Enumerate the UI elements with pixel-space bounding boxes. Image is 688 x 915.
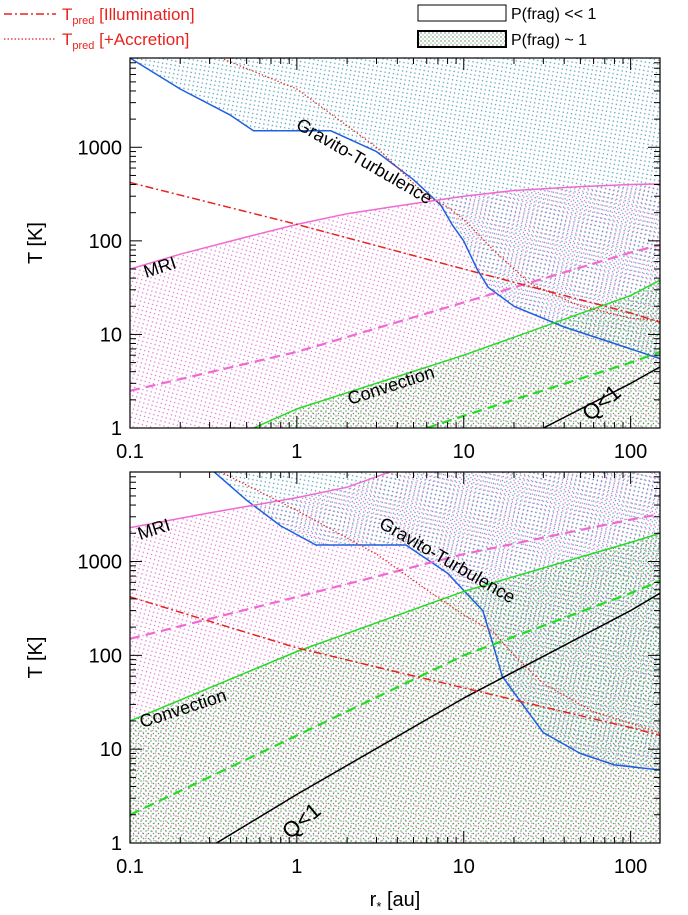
series-line-gt-solid — [130, 58, 660, 360]
series-line-convection-dashed — [130, 579, 660, 816]
legend-illumination-label: Tpred [Illumination] — [62, 5, 195, 27]
series-line-q-solid — [216, 592, 660, 843]
series-line-illumination-dashdot — [130, 181, 660, 323]
series-line-mri-solid — [130, 183, 660, 270]
y-tick-label: 1 — [111, 833, 122, 855]
series-line-accretion-dotted — [220, 58, 660, 322]
convection-region — [253, 280, 660, 428]
x-tick-label: 10 — [453, 441, 475, 463]
x-tick-label: 10 — [453, 856, 475, 878]
series-line-accretion-dotted — [220, 472, 660, 734]
x-tick-label: 100 — [614, 856, 647, 878]
legend-frag-low-swatch — [417, 4, 507, 22]
series-line-q-solid — [543, 366, 660, 428]
y-tick-label: 100 — [89, 645, 122, 667]
legend-frag-high-swatch — [417, 30, 507, 48]
series-line-convection-dashed — [426, 350, 660, 428]
y-axis-label: T [K] — [25, 222, 47, 264]
series-line-convection-solid — [253, 279, 660, 428]
gt-region — [130, 58, 660, 359]
series-line-convection-solid — [130, 532, 660, 722]
y-tick-label: 1000 — [78, 552, 123, 574]
y-tick-label: 100 — [89, 231, 122, 253]
x-tick-label: 100 — [614, 441, 647, 463]
x-tick-label: 0.1 — [116, 441, 144, 463]
series-line-mri-dashed — [130, 244, 660, 392]
series-line-mri-dashed — [130, 513, 660, 640]
x-axis-label: r* [au] — [370, 889, 421, 914]
series-line-mri-solid — [130, 472, 390, 529]
plot-area — [130, 472, 660, 843]
legend-frag-high-label: P(frag) ~ 1 — [511, 32, 587, 49]
x-tick-label: 1 — [291, 441, 302, 463]
series-line-illumination-dashdot — [130, 596, 660, 737]
y-tick-label: 10 — [100, 739, 122, 761]
x-tick-label: 0.1 — [116, 856, 144, 878]
plot-frame — [129, 471, 661, 844]
legend: Tpred [Illumination] Tpred [+Accretion] … — [4, 4, 596, 52]
y-tick-label: 1000 — [78, 137, 123, 159]
y-tick-label: 10 — [100, 324, 122, 346]
plot-frame — [129, 57, 661, 429]
x-tick-label: 1 — [291, 856, 302, 878]
series-line-gt-solid — [213, 472, 660, 771]
y-axis-label: T [K] — [25, 637, 47, 679]
legend-accretion-label: Tpred [+Accretion] — [62, 30, 189, 52]
y-tick-label: 1 — [111, 418, 122, 440]
legend-frag-low-label: P(frag) << 1 — [511, 6, 596, 23]
plot-area — [130, 58, 660, 428]
